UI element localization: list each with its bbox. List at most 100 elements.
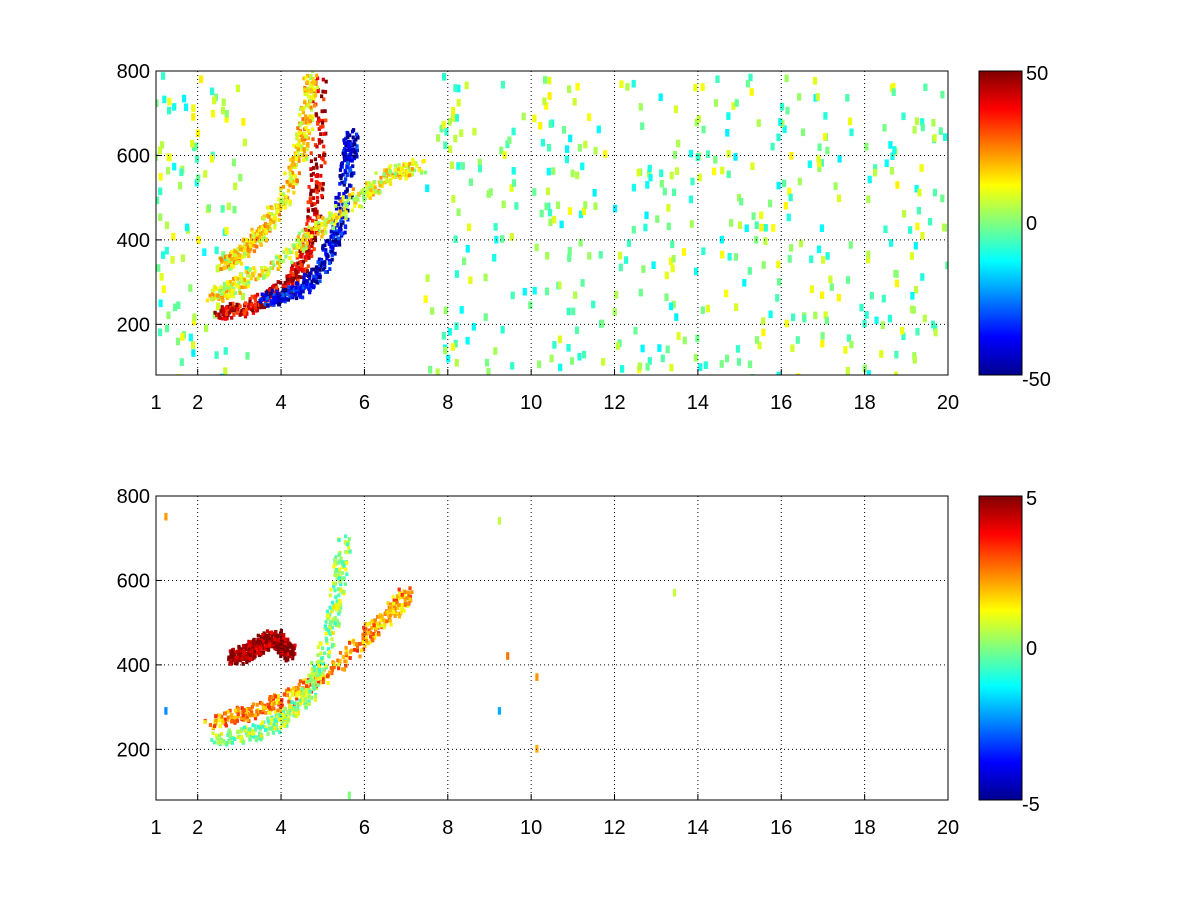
heatmap-cell xyxy=(308,119,312,124)
heatmap-cell xyxy=(347,545,351,550)
heatmap-cell xyxy=(302,280,306,285)
noise-cell xyxy=(747,360,753,369)
heatmap-cell xyxy=(342,182,346,187)
heatmap-cell xyxy=(296,261,300,266)
heatmap-cell xyxy=(291,267,295,272)
heatmap-cell xyxy=(322,674,326,679)
heatmap-cell xyxy=(311,171,315,176)
noise-cell xyxy=(507,136,512,145)
heatmap-cell xyxy=(339,219,343,224)
heatmap-cell xyxy=(302,106,306,110)
noise-cell xyxy=(891,88,896,96)
top-colorbar-max: 50 xyxy=(1026,63,1048,85)
heatmap-cell xyxy=(298,112,302,117)
heatmap-cell xyxy=(303,249,307,254)
noise-cell xyxy=(443,306,448,315)
heatmap-cell xyxy=(310,667,314,671)
noise-cell xyxy=(928,217,933,226)
noise-cell xyxy=(719,235,724,244)
heatmap-cell xyxy=(253,268,257,273)
noise-cell xyxy=(549,354,554,363)
heatmap-cell xyxy=(288,172,292,176)
heatmap-cell xyxy=(393,174,397,179)
noise-cell xyxy=(694,267,699,276)
heatmap-cell xyxy=(260,292,264,297)
heatmap-cell xyxy=(221,739,225,744)
heatmap-cell xyxy=(304,258,308,262)
heatmap-cell xyxy=(267,648,271,652)
heatmap-cell xyxy=(305,279,309,283)
heatmap-cell xyxy=(306,129,310,133)
heatmap-cell xyxy=(291,185,295,189)
heatmap-cell xyxy=(249,274,253,279)
heatmap-cell xyxy=(331,239,335,244)
heatmap-cell xyxy=(404,176,408,181)
heatmap-cell xyxy=(335,599,339,604)
heatmap-cell xyxy=(372,623,376,628)
bottom-grid xyxy=(155,495,949,800)
noise-cell xyxy=(212,96,217,105)
heatmap-cell xyxy=(277,212,281,217)
heatmap-cell xyxy=(379,180,383,184)
heatmap-cell xyxy=(333,581,338,586)
heatmap-cell xyxy=(311,127,315,132)
heatmap-cell xyxy=(334,595,338,599)
noise-cell xyxy=(812,77,818,85)
heatmap-cell xyxy=(374,626,379,631)
heatmap-cell xyxy=(288,704,292,709)
heatmap-cell xyxy=(255,650,259,654)
heatmap-cell xyxy=(273,225,277,230)
heatmap-cell xyxy=(240,255,244,259)
heatmap-cell xyxy=(344,157,349,162)
heatmap-cell xyxy=(353,648,357,652)
heatmap-cell xyxy=(334,200,338,205)
noise-cell xyxy=(797,93,802,101)
noise-cell xyxy=(917,188,922,197)
noise-cell xyxy=(902,210,907,218)
heatmap-cell xyxy=(385,179,389,183)
heatmap-cell xyxy=(292,686,296,691)
noise-cell xyxy=(889,167,895,175)
heatmap-cell xyxy=(324,663,328,668)
heatmap-cell xyxy=(361,640,365,644)
heatmap-cell xyxy=(397,603,401,607)
heatmap-cell xyxy=(323,260,327,264)
noise-cell xyxy=(895,181,900,189)
heatmap-cell xyxy=(318,676,322,681)
heatmap-cell xyxy=(319,214,323,219)
heatmap-cell xyxy=(285,652,289,656)
heatmap-cell xyxy=(236,708,240,713)
heatmap-cell xyxy=(304,690,308,695)
noise-cell xyxy=(789,244,794,252)
heatmap-cell xyxy=(312,664,316,669)
heatmap-cell xyxy=(386,601,390,606)
noise-cell xyxy=(446,354,451,363)
noise-cell xyxy=(184,223,190,232)
heatmap-cell xyxy=(242,282,246,286)
heatmap-cell xyxy=(261,705,265,710)
heatmap-cell xyxy=(311,218,315,223)
heatmap-cell xyxy=(289,707,293,712)
noise-cell xyxy=(572,98,577,106)
noise-cell xyxy=(796,373,801,375)
heatmap-cell xyxy=(345,550,349,555)
heatmap-cell xyxy=(283,291,287,295)
heatmap-cell xyxy=(286,250,290,255)
heatmap-cell xyxy=(372,632,376,636)
noise-cell xyxy=(221,251,226,259)
heatmap-cell xyxy=(259,299,263,304)
noise-cell xyxy=(761,317,766,325)
heatmap-cell xyxy=(303,678,307,683)
heatmap-cell xyxy=(250,649,254,653)
heatmap-cell xyxy=(306,245,311,249)
heatmap-cell xyxy=(260,305,264,310)
heatmap-cell xyxy=(415,164,419,168)
noise-cell xyxy=(156,196,160,205)
heatmap-cell xyxy=(227,730,231,735)
heatmap-cell xyxy=(306,142,310,146)
heatmap-cell xyxy=(238,313,242,317)
heatmap-cell xyxy=(398,592,402,597)
heatmap-cell xyxy=(316,231,320,236)
heatmap-cell xyxy=(236,247,240,251)
heatmap-cell xyxy=(295,281,299,286)
